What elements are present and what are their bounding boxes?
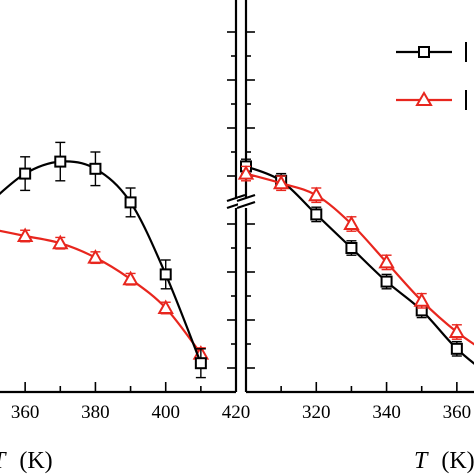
right-x-axis-title: T (K)	[414, 448, 474, 474]
data-point-square	[19, 167, 32, 180]
data-point-square	[380, 275, 393, 288]
data-point-square	[54, 155, 67, 168]
data-point-square	[310, 208, 323, 221]
data-point-triangle	[87, 249, 104, 264]
left-panel: 360 380 400 420	[0, 0, 250, 423]
x-tick-label: 380	[81, 402, 110, 423]
legend-marker-square	[418, 46, 430, 58]
data-point-triangle	[343, 215, 360, 230]
data-point-triangle	[157, 299, 174, 314]
data-point-triangle	[308, 186, 325, 202]
left-x-axis-variable: T	[0, 448, 7, 474]
legend	[396, 42, 467, 110]
data-point-triangle	[272, 174, 290, 190]
data-point-square	[124, 196, 137, 209]
data-point-triangle	[378, 253, 395, 269]
right-panel: 320 340 360	[236, 0, 474, 423]
data-point-triangle	[16, 227, 34, 242]
x-tick-label: 360	[443, 402, 472, 423]
right-x-axis-variable: T	[414, 448, 429, 474]
left-x-axis-unit: (K)	[19, 448, 52, 474]
series-line-triangle	[0, 229, 202, 355]
x-tick-label: 340	[372, 402, 401, 423]
axis-break-mark	[226, 193, 246, 203]
data-point-square	[345, 242, 358, 254]
data-point-square	[159, 268, 172, 281]
data-point-square	[89, 162, 102, 175]
axis-break-gap	[238, 198, 254, 208]
x-tick-label: 320	[302, 402, 331, 423]
series-square	[240, 158, 474, 365]
legend-marker-triangle	[415, 91, 433, 106]
data-point-triangle	[122, 270, 139, 286]
data-point-triangle	[237, 165, 255, 180]
data-point-square	[450, 342, 463, 355]
legend-entry-triangle	[396, 90, 467, 110]
x-tick-label: 400	[151, 402, 180, 423]
series-triangle	[237, 165, 474, 346]
data-point-triangle	[448, 323, 466, 338]
data-point-triangle	[52, 234, 69, 250]
x-tick-label: 420	[222, 402, 251, 423]
series-square	[0, 141, 207, 379]
data-point-triangle	[413, 292, 430, 307]
right-x-axis-unit: (K)	[441, 448, 474, 474]
series-triangle	[0, 227, 210, 361]
axis-break-mark	[236, 200, 256, 210]
data-point-square	[194, 357, 207, 370]
legend-entry-square	[396, 42, 467, 62]
series-line-square	[245, 165, 474, 365]
axis-break-mark	[236, 193, 256, 203]
x-tick-label: 360	[11, 402, 40, 423]
left-x-axis-title: T (K)	[0, 448, 53, 474]
axis-break-gap	[228, 198, 244, 208]
